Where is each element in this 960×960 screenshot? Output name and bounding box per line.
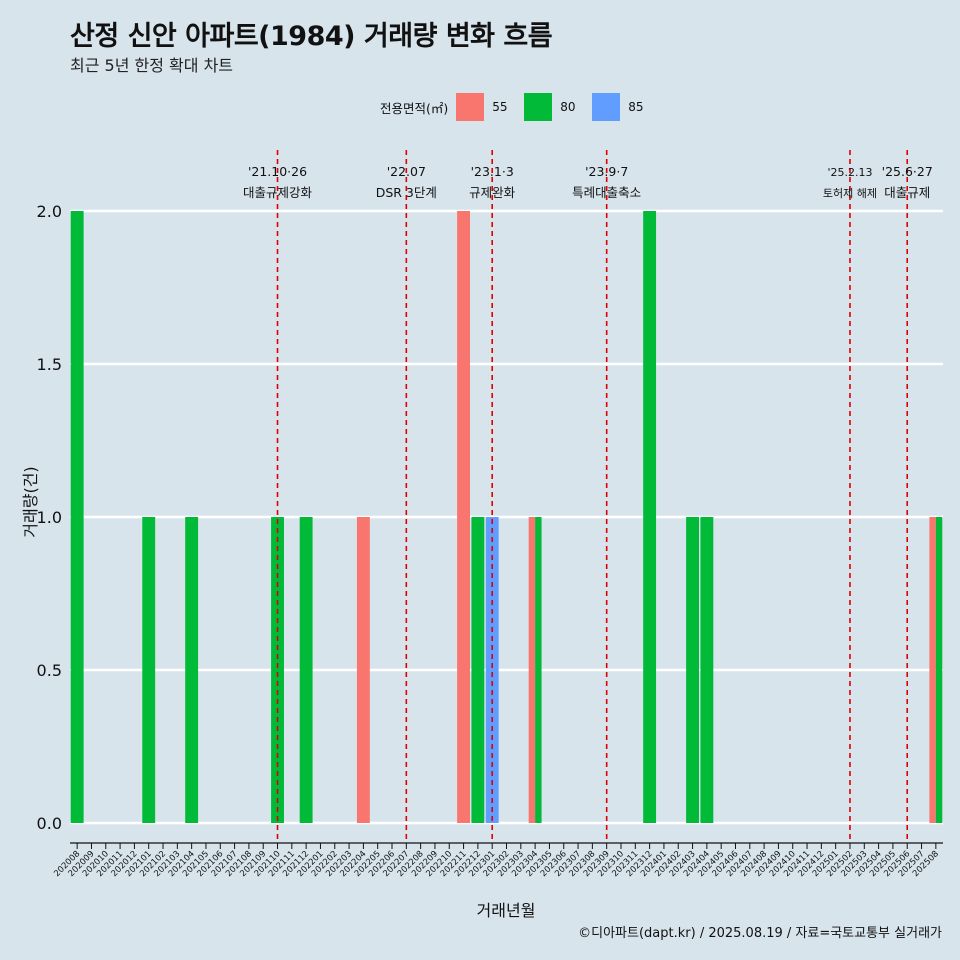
legend-item-55: 55: [456, 93, 516, 121]
y-tick-label: 0.5: [37, 661, 62, 680]
bar-202104-80: [185, 517, 199, 823]
legend-label-80: 80: [560, 100, 576, 114]
y-tick-label: 1.5: [37, 355, 62, 374]
annotation-text-4: 토허제 해제: [823, 186, 877, 200]
annotation-date-1: '22.07: [387, 164, 426, 179]
bar-202403-80: [686, 517, 699, 823]
gridlines: [70, 209, 943, 825]
legend-item-85: 85: [592, 93, 652, 121]
annotation-text-5: 대출규제: [884, 185, 930, 200]
chart-title: 산정 신안 아파트(1984) 거래량 변화 흐름: [70, 21, 553, 52]
bar-202212-80: [471, 517, 485, 823]
y-axis-label: 거래량(건): [21, 466, 40, 538]
annotation-date-5: '25.6·27: [882, 164, 933, 179]
annotation-date-0: '21.10·26: [248, 164, 307, 179]
bar-202312-80: [643, 211, 657, 823]
annotation-text-3: 특례대출축소: [572, 185, 641, 200]
legend-title: 전용면적(㎡): [380, 100, 449, 116]
x-axis-label: 거래년월: [476, 901, 536, 920]
event-lines: [276, 150, 909, 843]
bar-202301-85: [485, 517, 499, 823]
annotation-date-4: '25.2.13: [827, 166, 872, 179]
bar-202404-80: [700, 517, 714, 823]
bar-202508-55: [929, 517, 936, 823]
axes: 0.00.51.01.52.02020082020092020102020112…: [37, 202, 943, 879]
bar-202211-55: [457, 211, 471, 823]
legend-label-85: 85: [628, 100, 644, 114]
legend: 전용면적(㎡) 55 80 85: [380, 92, 660, 122]
legend-label-55: 55: [492, 100, 508, 114]
legend-key-85: [592, 93, 621, 121]
source-caption: ©디아파트(dapt.kr) / 2025.08.19 / 자료=국토교통부 실…: [578, 926, 942, 941]
y-tick-label: 0.0: [37, 814, 62, 833]
bars: [70, 211, 943, 823]
legend-item-80: 80: [524, 93, 584, 121]
annotation-date-3: '23.9·7: [585, 164, 628, 179]
annotation-text-1: DSR 3단계: [376, 185, 437, 200]
event-annotations: '21.10·26 대출규제강화 '22.07 DSR 3단계 '23.1·3 규제완화 '…: [243, 164, 933, 200]
bar-202101-80: [142, 517, 156, 823]
chart-subtitle: 최근 5년 한정 확대 차트: [70, 56, 234, 75]
bar-202112-80: [299, 517, 313, 823]
annotation-text-0: 대출규제강화: [243, 185, 313, 200]
bar-202204-55: [356, 517, 370, 823]
legend-key-55: [456, 93, 485, 121]
bar-202008-80: [70, 211, 84, 823]
bar-202110-80: [271, 517, 284, 823]
bar-202304-80: [535, 517, 542, 823]
legend-key-80: [524, 93, 553, 121]
bar-202304-55: [528, 517, 536, 823]
y-tick-label: 2.0: [37, 202, 62, 221]
bar-202508-80: [935, 517, 943, 823]
y-tick-label: 1.0: [37, 508, 62, 527]
annotation-text-2: 규제완화: [469, 185, 516, 200]
annotation-date-2: '23.1·3: [471, 164, 514, 179]
